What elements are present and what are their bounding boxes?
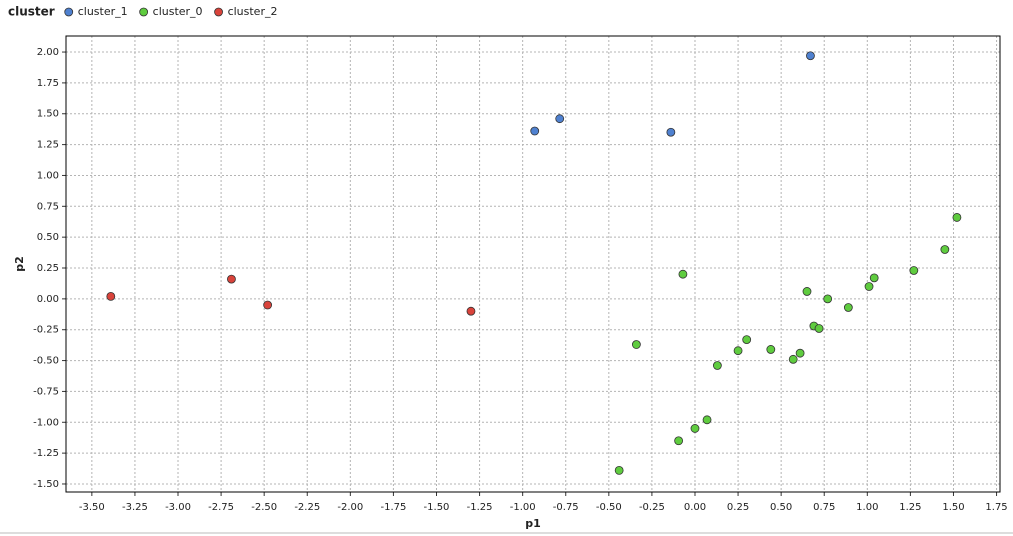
point [530, 126, 540, 136]
x-axis-label: p1 [525, 517, 541, 530]
point [802, 287, 812, 296]
point [666, 127, 676, 137]
legend-title: cluster [8, 5, 55, 19]
x-tick-label: -1.25 [467, 502, 493, 513]
x-tick-label: -0.75 [553, 502, 579, 513]
point [843, 303, 853, 312]
y-tick-label: 0.00 [37, 294, 59, 305]
legend-label: cluster_1 [78, 5, 128, 18]
point [678, 269, 688, 279]
y-tick-label: -1.50 [33, 479, 59, 490]
x-tick-label: -0.25 [639, 502, 665, 513]
point [555, 114, 565, 124]
x-tick-label: -1.50 [424, 502, 450, 513]
y-tick-label: 2.00 [37, 47, 59, 58]
y-tick-label: 0.50 [37, 232, 59, 243]
x-tick-label: 0.75 [813, 502, 835, 513]
legend-marker [64, 7, 74, 17]
point [788, 354, 798, 364]
x-tick-label: 0.25 [727, 502, 749, 513]
x-tick-label: -3.50 [79, 502, 105, 513]
point [733, 346, 743, 356]
point [823, 294, 833, 304]
x-tick-label: -1.75 [380, 502, 406, 513]
x-tick-label: 1.00 [856, 502, 878, 513]
y-tick-label: 1.50 [37, 109, 59, 120]
y-tick-label: 1.75 [37, 78, 59, 89]
point [795, 348, 805, 358]
legend-label: cluster_2 [228, 5, 278, 18]
x-tick-label: -1.00 [510, 502, 536, 513]
point [263, 300, 273, 310]
x-tick-label: 1.25 [899, 502, 921, 513]
point [806, 51, 815, 61]
point [631, 340, 641, 349]
point [690, 424, 700, 433]
point [466, 306, 476, 316]
x-tick-label: -2.75 [208, 502, 234, 513]
point [702, 415, 712, 425]
x-tick-label: -2.25 [294, 502, 320, 513]
x-tick-label: -2.00 [337, 502, 363, 513]
x-tick-label: 1.75 [985, 502, 1007, 513]
y-tick-label: -1.25 [33, 448, 59, 459]
y-tick-label: -0.25 [33, 325, 59, 336]
legend-label: cluster_0 [153, 5, 203, 18]
y-tick-label: 1.25 [37, 140, 59, 151]
legend-marker [139, 7, 149, 17]
x-tick-label: 0.50 [770, 502, 792, 513]
point [614, 466, 624, 475]
x-tick-label: -0.50 [596, 502, 622, 513]
point [940, 245, 950, 254]
point [742, 335, 752, 344]
point [952, 213, 962, 222]
point [674, 436, 684, 446]
y-tick-label: 0.75 [37, 201, 59, 212]
point [864, 282, 874, 291]
legend-marker [214, 7, 223, 17]
y-tick-label: 0.25 [37, 263, 59, 274]
y-tick-label: -0.75 [33, 386, 59, 397]
y-tick-label: 1.00 [37, 170, 59, 181]
x-tick-label: -3.25 [122, 502, 148, 513]
point [909, 266, 919, 275]
y-axis-label: p2 [13, 256, 26, 272]
point [712, 361, 722, 370]
plot-frame [65, 35, 1001, 493]
point [766, 345, 776, 354]
y-tick-label: -1.00 [33, 417, 59, 428]
x-tick-label: -3.00 [165, 502, 191, 513]
point [227, 274, 236, 284]
point [106, 291, 116, 301]
x-tick-label: 1.50 [942, 502, 964, 513]
x-tick-label: -2.50 [251, 502, 277, 513]
point [814, 324, 824, 333]
x-tick-label: 0.00 [684, 502, 706, 513]
y-tick-label: -0.50 [33, 356, 59, 367]
point [869, 273, 879, 283]
